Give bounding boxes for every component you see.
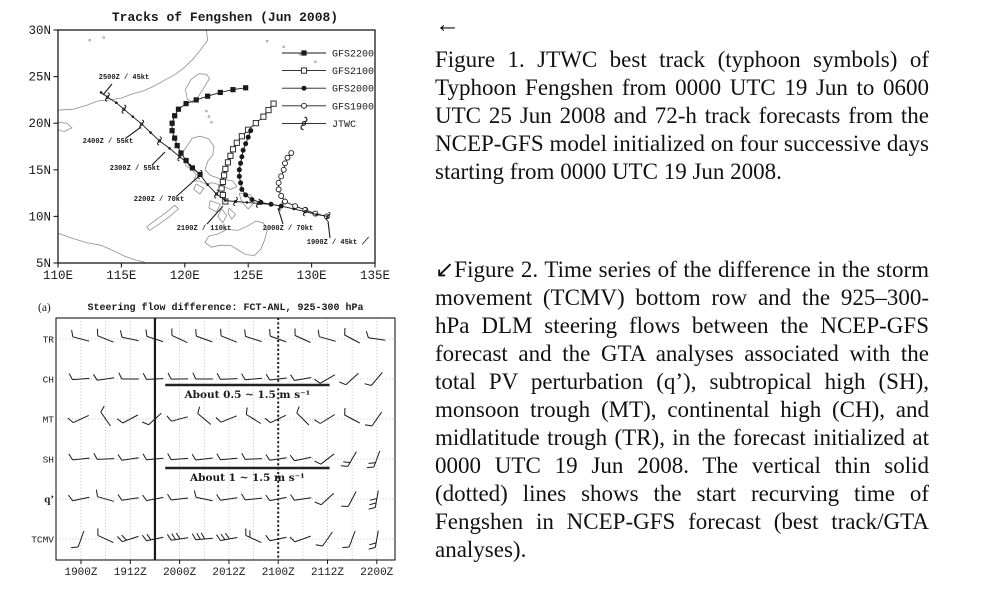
figure2-caption-text: Figure 2. Time series of the difference …	[435, 257, 929, 562]
barb-row-CH	[68, 372, 383, 386]
magnitude-annotation-text: About 1 ~ 1.5 m s⁻¹	[189, 472, 305, 484]
map-x-tick: 135E	[360, 269, 390, 283]
map-y-tick: 30N	[28, 24, 51, 38]
map-y-tick: 25N	[28, 71, 51, 85]
typhoon-symbol	[278, 201, 284, 211]
typhoon-symbol	[139, 119, 145, 129]
row-label-TCMV: TCMV	[31, 535, 54, 546]
track-GFS2200	[169, 85, 249, 178]
barb-row-SH	[68, 450, 381, 469]
typhoon-symbol	[177, 152, 183, 162]
track-annotation: 2200Z / 70kt	[134, 176, 199, 204]
track-GFS2100	[218, 100, 277, 205]
track-annotation: 2000Z / 70kt	[263, 207, 313, 233]
barb-chart-frame	[55, 317, 396, 561]
map-title: Tracks of Fengshen (Jun 2008)	[112, 10, 338, 25]
x-tick-2012Z: 2012Z	[212, 567, 245, 579]
x-tick-2000Z: 2000Z	[163, 567, 196, 579]
row-label-TR: TR	[43, 335, 55, 346]
barb-chart-title: Steering flow difference: FCT-ANL, 925-3…	[87, 302, 363, 314]
grid-lines	[56, 318, 395, 560]
typhoon-symbol	[214, 189, 219, 199]
typhoon-symbol	[302, 207, 308, 217]
magnitude-annotation-text: About 0.5 ~ 1.5 m s⁻¹	[184, 389, 311, 401]
row-label-CH: CH	[43, 375, 54, 386]
x-tick-2112Z: 2112Z	[311, 567, 344, 579]
x-tick-2200Z: 2200Z	[360, 567, 393, 579]
x-tick-1912Z: 1912Z	[114, 567, 147, 579]
map-y-tick: 15N	[28, 164, 51, 178]
caption-column: ← Figure 1. JTWC best track (typhoon sym…	[435, 10, 929, 564]
map-x-tick: 120E	[170, 269, 200, 283]
map-y-tick: 5N	[36, 257, 51, 271]
figure1-caption-text: Figure 1. JTWC best track (typhoon symbo…	[435, 47, 929, 184]
figure2-caption: ↙Figure 2. Time series of the difference…	[435, 256, 929, 564]
magnitude-annotation: About 1 ~ 1.5 m s⁻¹	[165, 466, 330, 484]
track-annotation-label: 2200Z / 70kt	[134, 196, 184, 204]
track-annotation-label: 2100Z / 110kt	[177, 225, 232, 233]
magnitude-annotation: About 0.5 ~ 1.5 m s⁻¹	[165, 383, 330, 401]
panel-label: (a)	[38, 302, 51, 314]
map-y-tick: 10N	[28, 210, 51, 224]
map-x-tick: 115E	[106, 269, 136, 283]
map-x-tick: 125E	[233, 269, 263, 283]
southwest-arrow-icon: ↙	[435, 257, 455, 282]
track-annotation-label: 2000Z / 70kt	[263, 225, 313, 233]
typhoon-symbol	[157, 136, 162, 146]
left-arrow-icon: ←	[435, 11, 460, 38]
map-x-tick: 130E	[297, 269, 327, 283]
typhoon-symbol	[121, 104, 127, 114]
legend-label-GFS2000: GFS2000	[332, 85, 374, 96]
track-annotation: 2300Z / 55kt	[110, 151, 166, 173]
row-label-MT: MT	[43, 415, 55, 426]
fengshen-track-map-chart: Tracks of Fengshen (Jun 2008) 110E 115E 120…	[28, 10, 390, 283]
track-annotation-label: 2500Z / 45kt	[99, 74, 149, 82]
map-y-tick: 20N	[28, 117, 51, 131]
track-annotation: 2500Z / 45kt	[99, 74, 149, 96]
track-annotation: 1900Z / 45kt	[307, 220, 357, 247]
typhoon-symbol	[300, 116, 308, 131]
track-annotation-label: 2300Z / 55kt	[110, 165, 160, 173]
x-tick-1900Z: 1900Z	[64, 567, 97, 579]
row-label-SH: SH	[43, 455, 54, 466]
typhoon-symbol	[105, 92, 110, 102]
track-annotation: 2400Z / 55kt	[83, 126, 142, 146]
legend-label-GFS2100: GFS2100	[332, 67, 374, 78]
steering-flow-difference-chart: (a) Steering flow difference: FCT-ANL, 92…	[31, 302, 396, 579]
track-GFS1900	[275, 150, 330, 220]
barb-row-q	[68, 489, 379, 510]
barb-row-MT	[67, 405, 383, 427]
typhoon-symbol	[325, 211, 331, 221]
track-annotation-label: 1900Z / 45kt	[307, 239, 357, 247]
typhoon-symbol	[233, 196, 238, 207]
coastlines	[57, 29, 369, 264]
legend-label-GFS1900: GFS1900	[332, 102, 374, 113]
track-GFS2000	[236, 128, 284, 209]
map-legend: GFS2200 GFS2100 GFS2000 GFS1900 JTWC	[282, 50, 374, 131]
track-annotation: 2100Z / 110kt	[177, 205, 232, 233]
map-frame	[57, 29, 376, 264]
typhoon-symbol	[255, 198, 261, 208]
track-annotation-label: 2400Z / 55kt	[83, 138, 133, 146]
legend-label-GFS2200: GFS2200	[332, 50, 374, 61]
barb-row-TR	[71, 327, 386, 344]
map-x-tick: 110E	[43, 269, 73, 283]
figure1-caption: Figure 1. JTWC best track (typhoon symbo…	[435, 46, 929, 186]
x-tick-2100Z: 2100Z	[262, 567, 295, 579]
track-JTWC	[99, 91, 331, 221]
legend-label-JTWC: JTWC	[332, 120, 356, 131]
row-label-q: q’	[44, 494, 54, 506]
barb-row-TCMV	[71, 528, 379, 550]
